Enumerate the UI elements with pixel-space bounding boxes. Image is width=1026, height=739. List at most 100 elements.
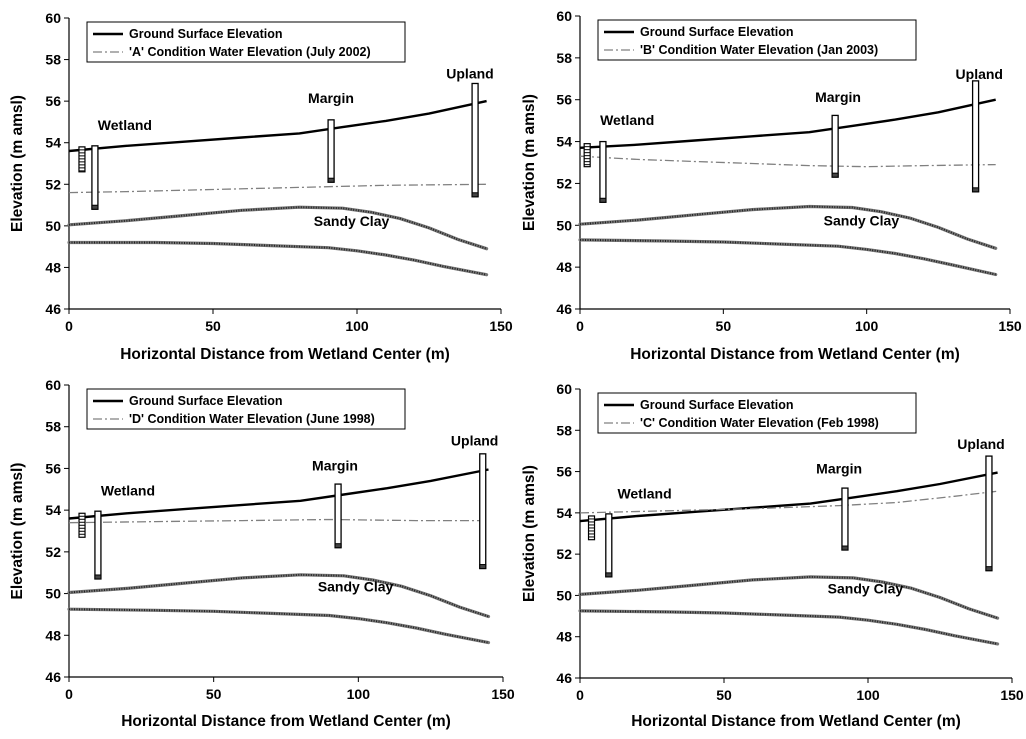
y-tick-label: 50 xyxy=(556,217,572,233)
series-water-elevation-line xyxy=(68,183,487,194)
legend-label-ground: Ground Surface Elevation xyxy=(640,25,794,39)
annotation-wetland: Wetland xyxy=(98,117,152,133)
series-water-elevation-line xyxy=(579,490,998,514)
monitoring-well xyxy=(91,145,99,210)
y-axis-title: Elevation (m amsl) xyxy=(9,95,26,232)
monitoring-well xyxy=(479,453,487,570)
x-tick-label: 100 xyxy=(345,318,369,334)
legend-label-ground: Ground Surface Elevation xyxy=(129,394,283,408)
well-screen xyxy=(841,545,849,551)
series-water-elevation-line xyxy=(579,155,996,168)
legend-box xyxy=(86,21,406,63)
series-clay-boundary-line xyxy=(67,240,489,277)
annotation-sandy-clay: Sandy Clay xyxy=(824,212,900,228)
annotation-sandy-clay: Sandy Clay xyxy=(318,578,394,594)
series-ground-surface-line xyxy=(579,98,996,149)
x-axis-title: Horizontal Distance from Wetland Center … xyxy=(120,346,450,363)
annotation-margin: Margin xyxy=(816,461,862,477)
series-clay-boundary-line xyxy=(578,609,1000,646)
y-tick-label: 48 xyxy=(45,627,61,643)
legend-box xyxy=(597,19,917,61)
x-tick-label: 100 xyxy=(347,686,371,702)
annotation-margin: Margin xyxy=(815,89,861,105)
series-clay-boundary-stipple xyxy=(579,205,997,250)
legend-box xyxy=(86,388,406,430)
x-axis-title: Horizontal Distance from Wetland Center … xyxy=(630,346,960,363)
y-tick-label: 46 xyxy=(556,301,572,317)
x-axis-title: Horizontal Distance from Wetland Center … xyxy=(631,713,961,730)
series-clay-boundary-line xyxy=(67,607,491,645)
series-clay-boundary-stipple xyxy=(579,575,998,620)
x-tick-label: 50 xyxy=(206,686,222,702)
legend-label-water: 'B' Condition Water Elevation (Jan 2003) xyxy=(640,43,878,57)
annotation-upland: Upland xyxy=(956,66,1003,82)
annotation-margin: Margin xyxy=(308,90,354,106)
annotation-wetland: Wetland xyxy=(617,485,671,501)
well-screen xyxy=(94,574,102,580)
x-tick-label: 0 xyxy=(576,687,584,703)
well-screen xyxy=(471,192,479,198)
monitoring-well xyxy=(94,510,102,580)
chart-panel-4: 46 48 50 52 54 56 58 60 0 50 100 150 Horizontal Dist… xyxy=(521,381,1024,730)
monitoring-well xyxy=(971,80,980,193)
legend-box xyxy=(597,392,917,434)
series-ground-surface-line xyxy=(68,99,487,153)
x-tick-label: 150 xyxy=(491,686,515,702)
y-tick-label: 50 xyxy=(45,586,61,602)
y-tick-label: 52 xyxy=(556,175,572,191)
monitoring-well xyxy=(831,114,839,178)
y-tick-label: 48 xyxy=(45,259,61,275)
y-tick-label: 50 xyxy=(556,587,572,603)
y-tick-label: 58 xyxy=(556,50,572,66)
y-tick-label: 46 xyxy=(45,301,61,317)
y-tick-label: 60 xyxy=(556,381,572,397)
chart-panel-1: 46 48 50 52 54 56 58 60 0 50 100 150 Horizontal Dist… xyxy=(9,10,513,363)
y-tick-label: 54 xyxy=(45,502,61,518)
y-tick-label: 58 xyxy=(45,52,61,68)
x-tick-label: 150 xyxy=(998,318,1022,334)
y-tick-label: 50 xyxy=(45,218,61,234)
series-ground-surface-line xyxy=(579,471,998,523)
annotation-margin: Margin xyxy=(312,458,358,474)
well-screen xyxy=(327,177,335,183)
annotation-wetland: Wetland xyxy=(101,483,155,499)
well-screen xyxy=(985,566,993,572)
x-tick-label: 0 xyxy=(65,318,73,334)
annotation-sandy-clay: Sandy Clay xyxy=(828,580,904,596)
y-tick-label: 58 xyxy=(45,419,61,435)
series-clay-boundary-stipple xyxy=(68,206,487,250)
y-tick-label: 46 xyxy=(556,670,572,686)
series-clay-boundary-stipple xyxy=(579,609,998,645)
y-tick-label: 56 xyxy=(45,460,61,476)
legend-label-water: 'D' Condition Water Elevation (June 1998… xyxy=(129,412,375,426)
y-tick-label: 54 xyxy=(556,134,572,150)
y-tick-label: 48 xyxy=(556,629,572,645)
y-axis-title: Elevation (m amsl) xyxy=(9,463,26,600)
monitoring-well xyxy=(334,483,342,549)
chart-panel-3: 46 48 50 52 54 56 58 60 0 50 100 150 Horizontal Dist… xyxy=(9,377,515,730)
y-tick-label: 60 xyxy=(45,10,61,26)
x-tick-label: 100 xyxy=(855,318,879,334)
x-tick-label: 100 xyxy=(856,687,880,703)
series-clay-boundary-stipple xyxy=(68,608,489,644)
series-water-elevation-line xyxy=(68,518,489,524)
chart-panel-2: 46 48 50 52 54 56 58 60 0 50 100 150 Horizontal Dist… xyxy=(521,8,1022,363)
y-tick-label: 52 xyxy=(45,176,61,192)
x-tick-label: 0 xyxy=(65,686,73,702)
x-tick-label: 50 xyxy=(205,318,221,334)
annotation-wetland: Wetland xyxy=(600,112,654,128)
y-axis-title: Elevation (m amsl) xyxy=(521,465,538,602)
y-tick-label: 46 xyxy=(45,669,61,685)
well-screen xyxy=(605,572,613,578)
y-tick-label: 56 xyxy=(556,92,572,108)
monitoring-well xyxy=(327,119,335,183)
series-ground-surface-line xyxy=(68,468,489,520)
x-axis-title: Horizontal Distance from Wetland Center … xyxy=(121,713,451,730)
y-tick-label: 60 xyxy=(45,377,61,393)
y-tick-label: 56 xyxy=(556,464,572,480)
monitoring-well xyxy=(471,82,479,198)
annotation-upland: Upland xyxy=(446,65,493,81)
well-screen xyxy=(91,204,99,210)
